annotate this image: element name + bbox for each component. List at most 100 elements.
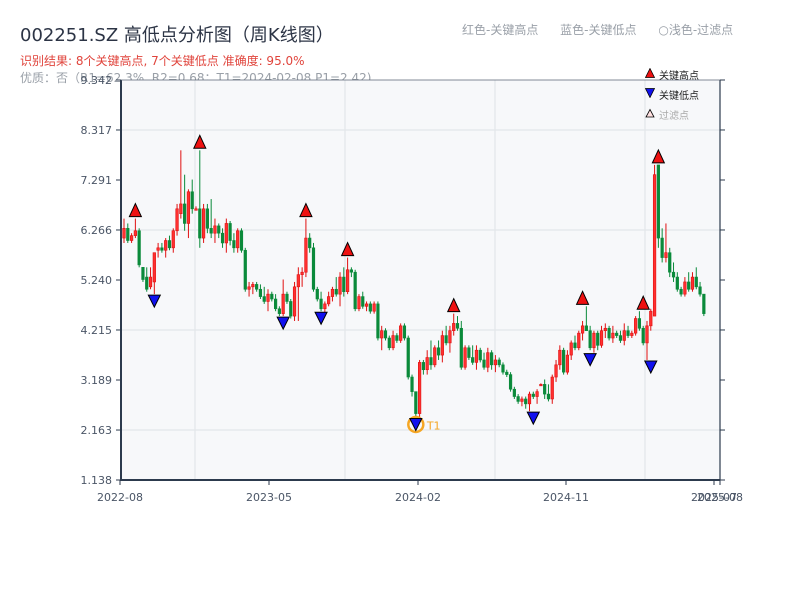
candle [618,330,623,343]
key-low-marker [409,417,423,432]
candle [634,316,638,336]
candle [315,286,319,302]
candle [459,320,463,370]
candle [414,391,418,418]
triangle-down-icon [644,87,659,101]
y-tick-label: 8.317 [81,124,113,137]
candle [175,203,179,236]
candle [455,316,460,331]
candle [364,301,369,312]
candle [694,267,698,290]
candle [562,347,566,375]
candle [141,267,145,282]
y-tick-label: 9.342 [81,74,113,87]
key-low-marker [147,294,162,309]
candle [588,325,592,351]
candle [497,357,501,368]
candle [524,396,528,409]
candle [531,391,535,399]
candle [236,228,240,253]
candle [319,291,323,312]
candle [380,325,384,351]
candle [584,306,588,332]
candle [353,269,357,312]
candle [273,294,278,312]
x-tick-label: 2025-07 [691,491,737,504]
candle [687,272,691,292]
candle [308,233,312,253]
key-high-marker [446,297,461,313]
candle [482,352,486,370]
candle [383,328,388,341]
x-tick-label: 2025-08 [697,491,743,504]
candle [630,330,634,339]
x-tick-label: 2024-11 [543,491,589,504]
candle [387,335,391,351]
legend-item-key-low: 关键低点 [644,84,699,104]
candle [603,323,607,339]
candle [164,238,168,258]
candle [402,323,407,341]
candle [342,267,346,297]
key-high-marker [636,295,650,310]
candle [471,345,475,365]
y-tick-label: 3.189 [81,374,113,387]
candle [330,286,335,302]
candle [357,294,361,312]
candle [520,396,524,407]
candle [565,350,570,375]
chart-title: 002251.SZ 高低点分析图（周K线图） [20,25,334,46]
candle [664,223,668,263]
color-legend-note: 红色-关键高点 蓝色-关键低点 ○浅色-过滤点 [462,21,733,38]
candle [486,347,490,373]
candle [201,203,206,243]
candle [247,281,251,297]
candle [626,325,630,339]
candle [425,350,429,375]
candle [660,228,664,263]
x-tick-label: 2022-08 [97,491,143,504]
candle [421,359,425,375]
candle [611,325,615,343]
candle [183,174,187,231]
candle [262,286,266,304]
candle [671,262,676,282]
candle [668,247,672,278]
candle [281,279,285,317]
candle [376,301,380,341]
candle [690,272,695,292]
key-high-marker [575,290,590,305]
y-tick-label: 4.215 [81,324,113,337]
candle [213,218,217,243]
candle [478,347,482,363]
key-low-marker [583,353,597,367]
note-red-high: 红色-关键高点 [462,23,539,37]
candle [372,301,376,314]
candle [645,320,649,360]
marker-legend: 关键高点 关键低点 过滤点 [644,64,699,124]
candle [156,242,160,258]
candle [641,325,645,346]
candle [444,325,448,346]
candle [539,383,543,387]
candle [516,394,520,404]
candle [569,340,573,360]
candle [220,228,225,248]
candle [152,252,156,295]
candle [550,374,554,404]
candle [179,150,183,219]
candle [243,247,247,292]
candle [554,359,558,382]
legend-item-filtered: 过滤点 [645,104,699,124]
candle [399,323,403,343]
candle [327,291,331,307]
candle [652,164,657,317]
y-tick-label: 5.240 [81,274,113,287]
t1-label: T1 [426,419,441,432]
candle [239,228,244,253]
note-blue-low: 蓝色-关键低点 [560,23,637,37]
key-low-marker [643,360,658,375]
candle [527,391,532,412]
candle [607,325,611,341]
y-tick-label: 1.138 [81,474,113,487]
